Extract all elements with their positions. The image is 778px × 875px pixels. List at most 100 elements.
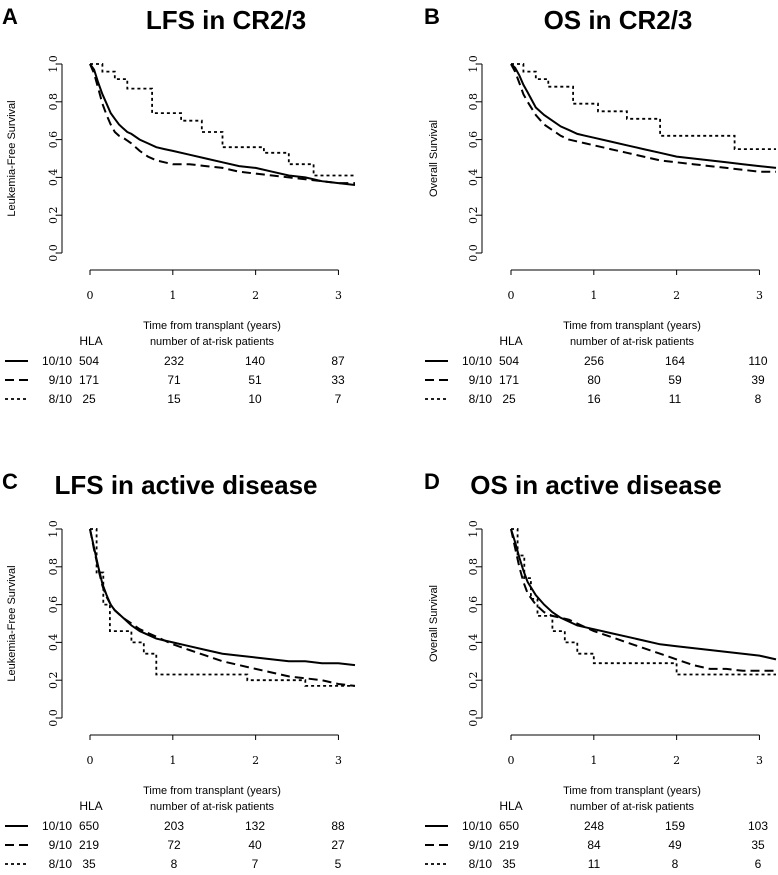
y-tick-label: 0.4 xyxy=(47,634,60,652)
y-tick-label: 1.0 xyxy=(467,520,480,538)
y-tick-label: 0.2 xyxy=(47,206,60,224)
risk-row-value: 504 xyxy=(499,354,519,368)
risk-row-value: 171 xyxy=(79,373,99,387)
risk-row-hla: 8/10 xyxy=(49,857,73,871)
x-axis-label: Time from transplant (years) xyxy=(563,320,701,332)
x-tick-label: 3 xyxy=(756,289,763,302)
x-tick-label: 2 xyxy=(673,754,680,767)
y-tick-label: 0.6 xyxy=(47,596,60,614)
risk-row-value: 248 xyxy=(584,819,604,833)
risk-row-value: 110 xyxy=(748,354,767,368)
y-tick-label: 0.2 xyxy=(467,671,480,689)
risk-row-hla: 8/10 xyxy=(469,392,493,406)
panel-letter: C xyxy=(2,469,18,494)
y-tick-label: 1.0 xyxy=(47,520,60,538)
x-tick-label: 1 xyxy=(169,289,176,302)
risk-row-value: 11 xyxy=(669,392,682,406)
x-axis-label: Time from transplant (years) xyxy=(563,785,701,797)
panel-title: LFS in active disease xyxy=(54,470,317,500)
y-tick-label: 0.6 xyxy=(467,131,480,149)
risk-row-value: 72 xyxy=(167,838,181,852)
x-tick-label: 2 xyxy=(252,289,259,302)
series-line-9-10 xyxy=(89,63,355,185)
y-tick-label: 1.0 xyxy=(47,55,60,73)
y-axis-label: Overall Survival xyxy=(428,120,440,197)
y-tick-label: 0.6 xyxy=(467,596,480,614)
x-tick-label: 0 xyxy=(508,289,515,302)
y-tick-label: 0.2 xyxy=(47,671,60,689)
y-tick-label: 0.8 xyxy=(467,93,480,111)
risk-row-hla: 9/10 xyxy=(469,373,493,387)
y-axis-label: Leukemia-Free Survival xyxy=(6,100,18,216)
risk-row-hla: 10/10 xyxy=(462,354,492,368)
risk-row-hla: 9/10 xyxy=(469,838,493,852)
panel-c: C LFS in active disease 0.0 0.2 0.4 0.6 0.8 1.0… xyxy=(2,469,356,871)
risk-row-value: 171 xyxy=(499,373,519,387)
series-line-10-10 xyxy=(89,528,356,667)
panel-letter: A xyxy=(2,4,18,29)
risk-row-value: 232 xyxy=(164,354,184,368)
panel-letter: B xyxy=(424,4,440,29)
x-axis-label: Time from transplant (years) xyxy=(143,320,281,332)
y-tick-label: 0.4 xyxy=(467,634,480,652)
panel-letter: D xyxy=(424,469,440,494)
panel-title: LFS in CR2/3 xyxy=(146,5,306,35)
series-line-9-10 xyxy=(89,528,356,687)
risk-row-value: 203 xyxy=(164,819,184,833)
risk-row-value: 219 xyxy=(499,838,519,852)
risk-table-heading: number of at-risk patients xyxy=(150,801,275,813)
y-tick-label: 0.0 xyxy=(47,709,60,727)
y-tick-label: 0.0 xyxy=(467,709,480,727)
panel-b: B OS in CR2/3 0.0 0.2 0.4 0.6 0.8 1.0 Overall Su… xyxy=(424,4,777,406)
panel-title: OS in CR2/3 xyxy=(544,5,693,35)
series-line-9-10 xyxy=(510,63,776,173)
risk-row-hla: 9/10 xyxy=(49,373,73,387)
y-tick-label: 0.6 xyxy=(47,131,60,149)
series-line-8-10 xyxy=(511,528,776,676)
risk-row-value: 33 xyxy=(331,373,345,387)
x-tick-label: 1 xyxy=(590,289,597,302)
risk-table-hla-label: HLA xyxy=(499,334,522,348)
risk-row-value: 10 xyxy=(248,392,262,406)
x-tick-label: 0 xyxy=(87,289,94,302)
panel-title: OS in active disease xyxy=(470,470,721,500)
risk-row-hla: 10/10 xyxy=(462,819,492,833)
risk-row-value: 103 xyxy=(748,819,768,833)
risk-row-hla: 10/10 xyxy=(42,819,72,833)
risk-row-value: 51 xyxy=(248,373,262,387)
series-line-10-10 xyxy=(510,528,777,661)
risk-row-value: 8 xyxy=(755,392,762,406)
y-tick-label: 1.0 xyxy=(467,55,480,73)
risk-row-value: 25 xyxy=(82,392,96,406)
y-tick-label: 0.2 xyxy=(467,206,480,224)
x-tick-label: 2 xyxy=(673,289,680,302)
series-line-8-10 xyxy=(90,528,355,687)
risk-row-value: 132 xyxy=(245,819,265,833)
panel-d: D OS in active disease 0.0 0.2 0.4 0.6 0.8 1.0 O… xyxy=(424,469,777,871)
x-tick-label: 3 xyxy=(335,754,342,767)
y-tick-label: 0.8 xyxy=(467,558,480,576)
risk-row-value: 40 xyxy=(248,838,262,852)
risk-row-value: 87 xyxy=(331,354,345,368)
x-tick-label: 2 xyxy=(252,754,259,767)
risk-row-value: 7 xyxy=(335,392,342,406)
risk-table-heading: number of at-risk patients xyxy=(570,801,695,813)
x-axis-label: Time from transplant (years) xyxy=(143,785,281,797)
risk-row-hla: 8/10 xyxy=(49,392,73,406)
risk-row-value: 650 xyxy=(79,819,99,833)
risk-table-heading: number of at-risk patients xyxy=(150,336,275,348)
x-tick-label: 1 xyxy=(590,754,597,767)
risk-table-hla-label: HLA xyxy=(79,334,102,348)
risk-table-heading: number of at-risk patients xyxy=(570,336,695,348)
risk-table-hla-label: HLA xyxy=(499,799,522,813)
x-tick-label: 0 xyxy=(87,754,94,767)
risk-row-value: 35 xyxy=(502,857,516,871)
risk-row-value: 39 xyxy=(751,373,765,387)
series-line-8-10 xyxy=(90,63,355,177)
risk-row-value: 80 xyxy=(587,373,601,387)
x-tick-label: 3 xyxy=(335,289,342,302)
risk-table-hla-label: HLA xyxy=(79,799,102,813)
risk-row-value: 650 xyxy=(499,819,519,833)
risk-row-value: 59 xyxy=(668,373,682,387)
